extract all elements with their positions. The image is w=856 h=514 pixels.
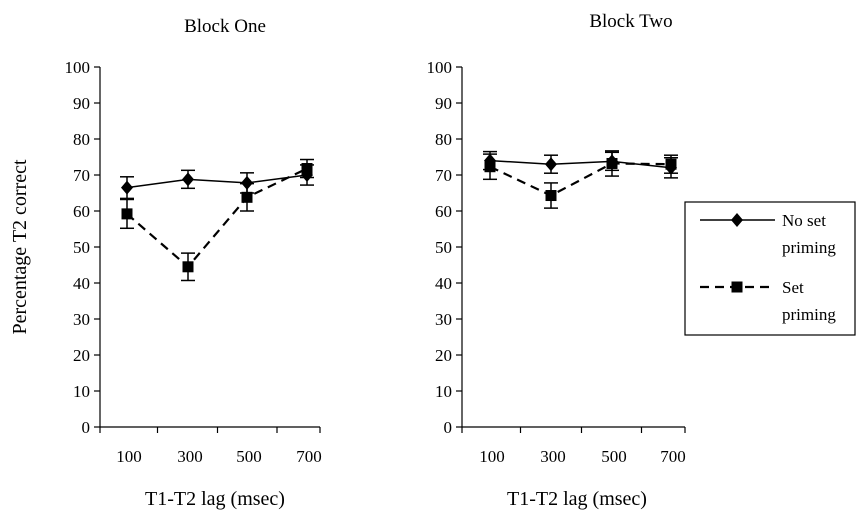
series-set-priming [120,158,314,282]
legend-item-no-set-priming: No set priming [700,211,836,257]
y-tick-label: 40 [435,274,452,293]
data-point-square [665,158,677,170]
data-point-diamond [545,157,557,172]
legend-marker-square [731,281,743,293]
data-point-square [241,191,253,203]
x-tick-label: 700 [296,447,322,466]
legend-label: priming [782,238,836,257]
x-tick-label: 500 [601,447,627,466]
panel-2: Block Two 0 10 20 30 40 50 60 70 80 90 100 100 300 500… [427,11,686,510]
x-tick-label: 300 [177,447,203,466]
y-tick-label: 100 [427,58,453,77]
data-point-square [484,161,496,173]
data-point-square [606,157,618,169]
y-tick-label: 100 [65,58,91,77]
y-tick-label: 40 [73,274,90,293]
y-tick-label: 20 [435,346,452,365]
legend-label: Set [782,278,804,297]
data-point-square [545,190,557,202]
y-tick-label: 50 [435,238,452,257]
legend: No set priming Set priming [684,201,856,336]
y-tick-label: 70 [73,166,90,185]
y-tick-label: 30 [435,310,452,329]
data-point-square [301,163,313,175]
y-tick-label: 60 [73,202,90,221]
x-tick-label: 500 [236,447,262,466]
y-tick-label: 80 [73,130,90,149]
y-tick-label: 90 [73,94,90,113]
chart-title: Block One [184,16,266,37]
x-tick-label: 300 [540,447,566,466]
y-tick-label: 10 [435,382,452,401]
y-tick-label: 60 [435,202,452,221]
y-tick-label: 90 [435,94,452,113]
series-line [489,162,672,197]
y-tick-label: 0 [82,418,91,437]
legend-box [684,201,856,336]
x-tick-label: 100 [116,447,142,466]
x-tick-label: 100 [479,447,505,466]
legend-item-set-priming: Set priming [700,278,836,324]
y-tick-label: 0 [444,418,453,437]
y-tick-label: 30 [73,310,90,329]
x-tick-label: 700 [660,447,686,466]
series-line [126,167,308,269]
legend-label: No set [782,211,826,230]
legend-marker-diamond [731,213,743,227]
y-tick-label: 50 [73,238,90,257]
series-no-set-priming [120,164,314,200]
x-axis-title: T1-T2 lag (msec) [145,488,285,510]
series-set-priming [483,150,678,209]
y-tick-label: 70 [435,166,452,185]
chart-title: Block Two [589,11,672,32]
data-point-square [121,208,133,220]
data-point-square [182,261,194,273]
data-point-diamond [182,172,194,187]
data-point-diamond [121,180,133,195]
panel-1: Block One 0 10 20 30 40 50 60 70 80 90 100 100 300 500… [9,16,322,510]
legend-label: priming [782,305,836,324]
y-tick-label: 20 [73,346,90,365]
y-axis-title: Percentage T2 correct [9,159,31,335]
series-line [126,174,308,189]
x-axis-title: T1-T2 lag (msec) [507,488,647,510]
y-tick-label: 80 [435,130,452,149]
y-tick-label: 10 [73,382,90,401]
